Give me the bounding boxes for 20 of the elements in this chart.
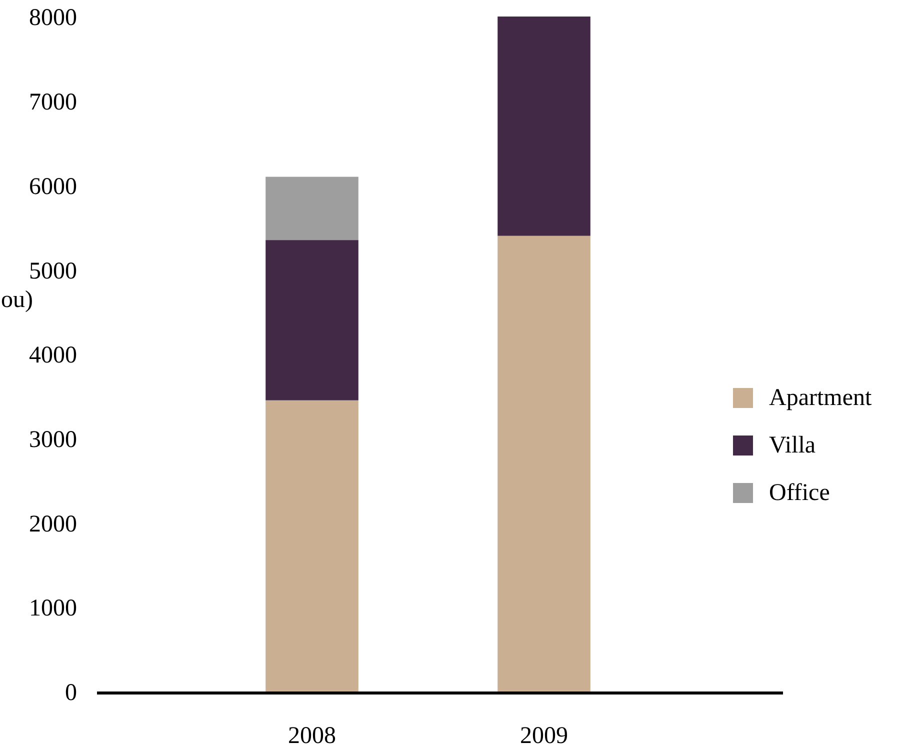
y-tick-label: 4000 [29,342,77,369]
y-tick-label: 8000 [29,5,77,32]
legend-label: Office [769,480,830,506]
bar [266,400,358,693]
bar [498,16,590,236]
y-tick-label: 1000 [29,596,77,622]
x-tick-label: 2008 [288,723,336,749]
y-tick-label: 0 [65,680,77,706]
bar [498,236,590,693]
y-axis-title: ou) [1,287,33,313]
x-tick-label: 2009 [520,723,568,749]
y-tick-label: 3000 [29,426,77,453]
y-tick-label: 2000 [29,511,77,538]
legend-label: Apartment [769,385,872,411]
bar [266,240,358,400]
y-tick-label: 6000 [29,174,77,200]
y-tick-label: 7000 [29,90,77,116]
y-tick-label: 5000 [29,258,77,284]
legend-label: Villa [769,432,816,458]
bar [266,176,358,240]
